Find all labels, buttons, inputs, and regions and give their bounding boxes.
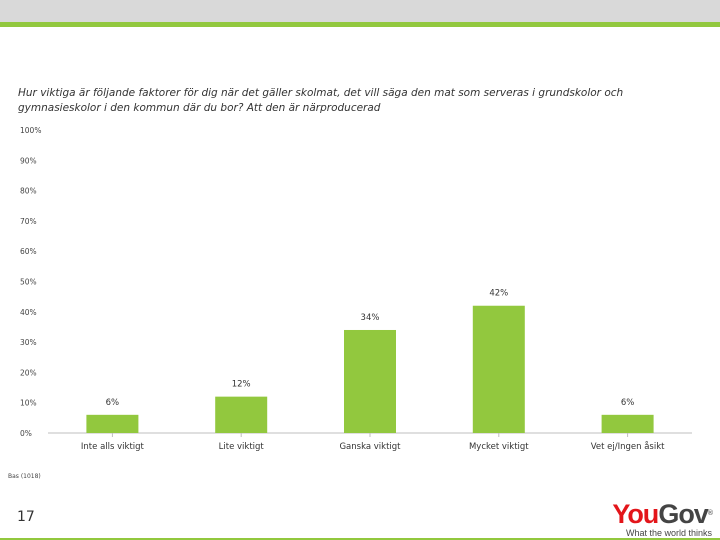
bar (601, 414, 654, 433)
top-band (0, 0, 720, 22)
y-tick-label: 40% (20, 308, 37, 317)
y-tick-label: 30% (20, 338, 37, 347)
y-tick-label: 70% (20, 217, 37, 226)
bar (344, 329, 396, 433)
y-tick-label: 60% (20, 247, 37, 256)
logo-tagline: What the world thinks (625, 528, 712, 538)
y-tick-label: 20% (20, 368, 37, 377)
y-tick-label: 100% (20, 126, 41, 135)
bar-value-label: 12% (232, 380, 251, 390)
base-note: Bas (1018) (8, 473, 41, 480)
y-tick-label: 0% (20, 429, 32, 438)
top-accent-line (0, 22, 720, 27)
x-category-label: Inte alls viktigt (81, 442, 145, 452)
x-category-label: Ganska viktigt (339, 442, 401, 452)
bar (86, 414, 139, 433)
page-number: 17 (17, 509, 35, 525)
x-category-label: Vet ej/Ingen åsikt (591, 441, 665, 452)
bar-value-label: 6% (106, 398, 120, 408)
bar (472, 305, 525, 433)
registered-mark: ® (707, 510, 713, 517)
logo-you: You (612, 499, 659, 529)
bar-value-label: 42% (489, 289, 508, 299)
y-tick-label: 90% (20, 156, 37, 165)
logo-wordmark: YouGov® (612, 499, 713, 529)
bar-value-label: 6% (621, 398, 635, 408)
y-tick-label: 50% (20, 278, 37, 287)
y-tick-label: 80% (20, 187, 37, 196)
bar (215, 396, 268, 433)
y-tick-label: 10% (20, 399, 37, 408)
x-category-label: Mycket viktigt (469, 442, 529, 452)
bar-chart: 0% 10% 20% 30% 40% 50% 60% 70% 80% 90% 100% 6% Inte … (20, 126, 692, 452)
bar-value-label: 34% (361, 313, 380, 323)
bottom-accent-line (0, 538, 720, 540)
yougov-logo: YouGov® What the world thinks (612, 499, 713, 538)
question-text: Hur viktiga är följande faktorer för dig… (18, 87, 624, 114)
logo-gov: Gov (658, 499, 709, 529)
x-category-label: Lite viktigt (219, 442, 265, 452)
